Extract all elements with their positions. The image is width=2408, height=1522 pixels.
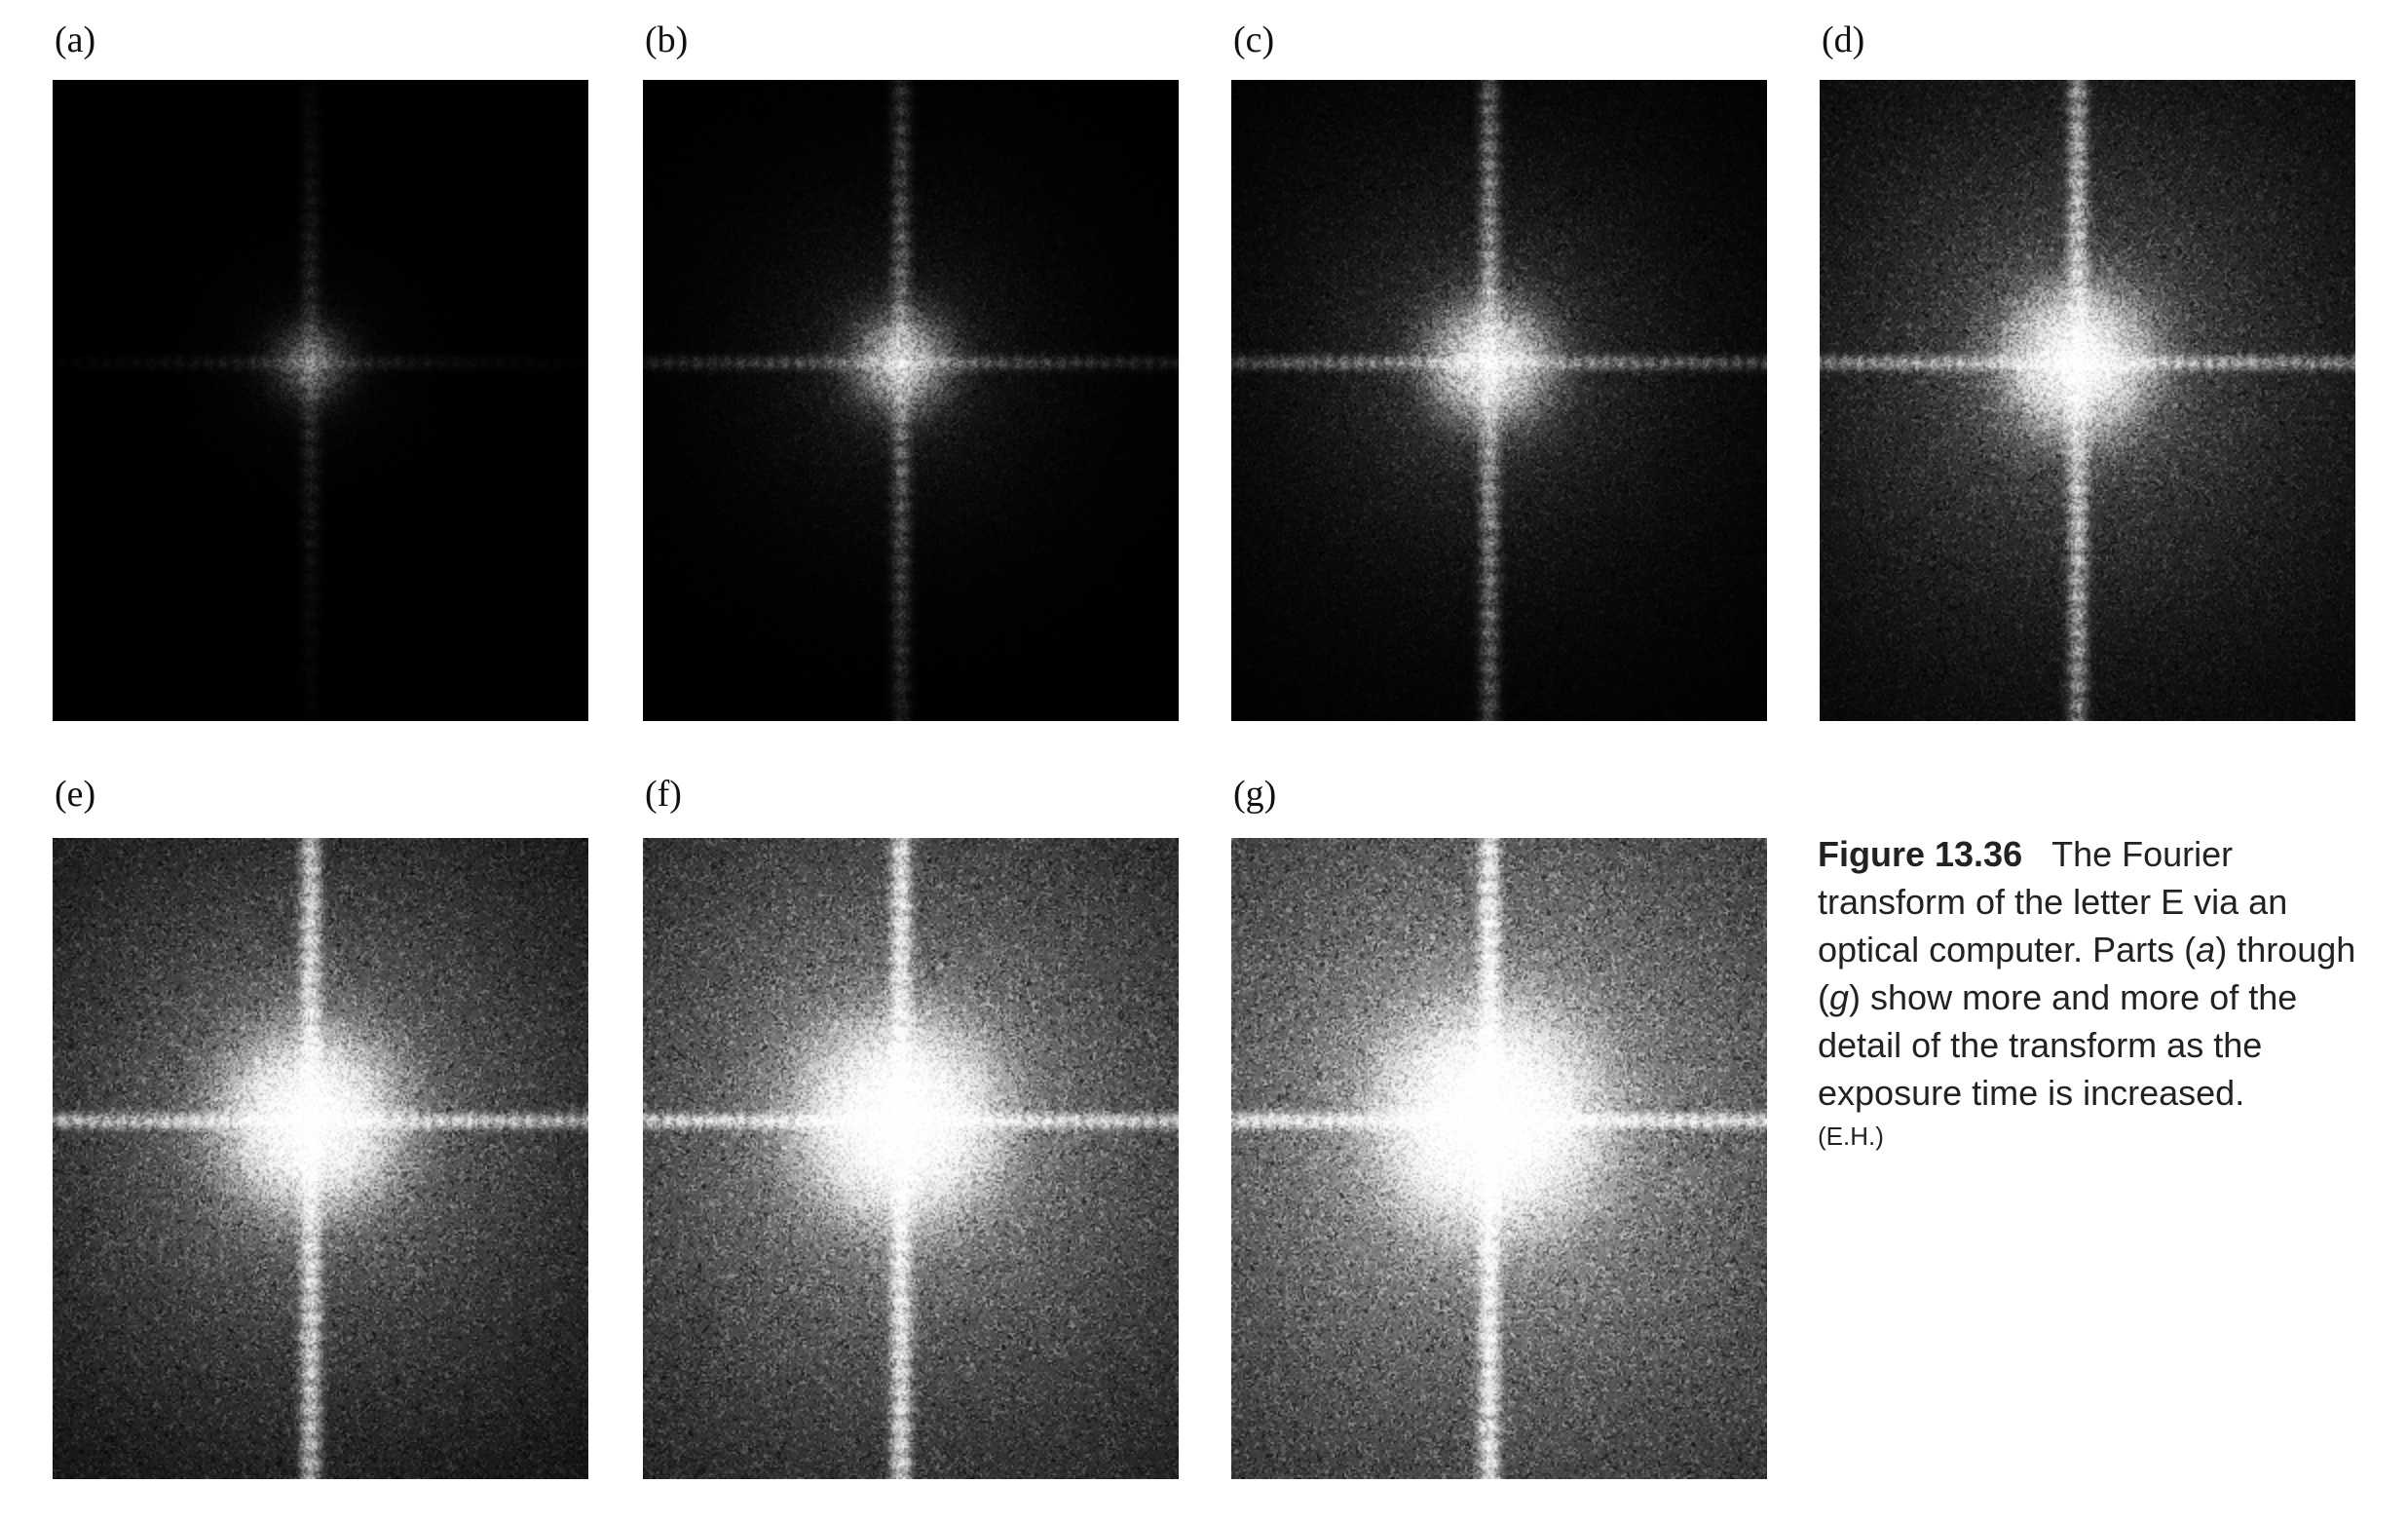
fourier-panel-e (53, 838, 588, 1479)
fourier-image-g (1231, 838, 1767, 1479)
fourier-image-d (1820, 80, 2355, 721)
photo-credit: (E.H.) (1818, 1122, 1884, 1151)
fourier-panel-f (643, 838, 1179, 1479)
panel-label-e: (e) (55, 774, 96, 815)
fourier-image-a (53, 80, 588, 721)
panel-label-c: (c) (1233, 19, 1275, 60)
fourier-panel-b (643, 80, 1179, 721)
figure-caption: Figure 13.36 The Fourier transform of th… (1818, 830, 2383, 1156)
caption-text-3: ) show more and more of the detail of th… (1818, 977, 2298, 1113)
caption-text-1: The Fourier transform of the letter E vi… (1818, 834, 2288, 970)
fourier-image-e (53, 838, 588, 1479)
panel-label-f: (f) (645, 774, 682, 815)
caption-italic-a: a (2196, 930, 2216, 970)
fourier-image-f (643, 838, 1179, 1479)
figure-number: Figure 13.36 (1818, 834, 2023, 874)
caption-italic-g: g (1829, 977, 1850, 1017)
panel-label-g: (g) (1233, 774, 1277, 815)
panel-label-b: (b) (645, 19, 689, 60)
fourier-image-b (643, 80, 1179, 721)
caption-text-2: ) through ( (1818, 930, 2356, 1017)
panel-label-d: (d) (1822, 19, 1865, 60)
panel-label-a: (a) (55, 19, 96, 60)
fourier-panel-g (1231, 838, 1767, 1479)
fourier-panel-c (1231, 80, 1767, 721)
fourier-panel-d (1820, 80, 2355, 721)
fourier-image-c (1231, 80, 1767, 721)
fourier-panel-a (53, 80, 588, 721)
